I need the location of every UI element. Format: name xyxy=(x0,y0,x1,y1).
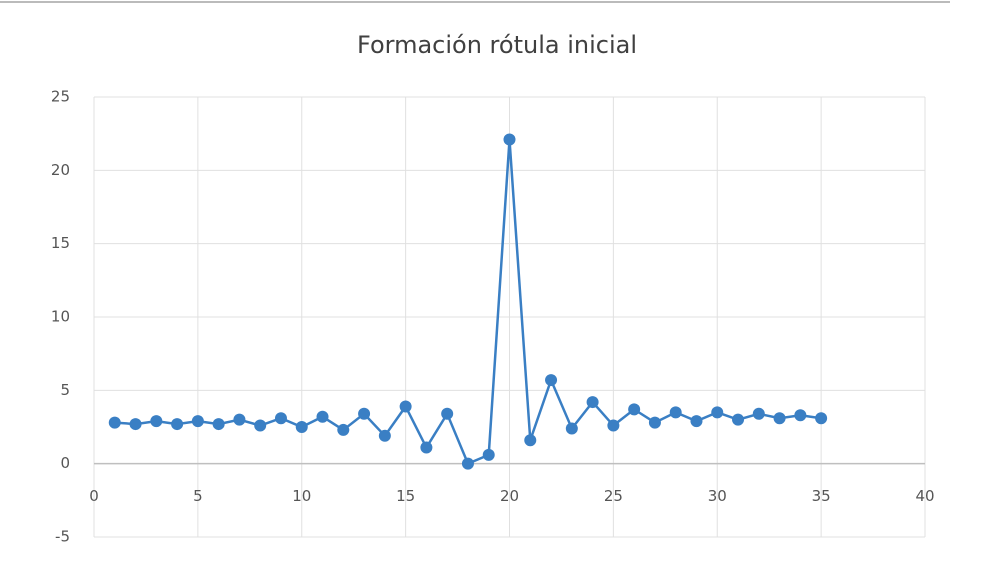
x-tick-label: 0 xyxy=(89,487,99,505)
data-point xyxy=(524,434,537,447)
data-point xyxy=(316,410,329,423)
data-point xyxy=(378,429,391,442)
y-tick-label: 5 xyxy=(60,381,70,399)
data-point xyxy=(752,407,765,420)
x-tick-label: 10 xyxy=(292,487,311,505)
y-tick-label: -5 xyxy=(55,528,70,546)
x-tick-label: 35 xyxy=(812,487,831,505)
data-point xyxy=(503,133,516,146)
chart-title: Formación rótula inicial xyxy=(357,31,637,59)
data-point xyxy=(191,415,204,428)
y-tick-label: 10 xyxy=(51,308,70,326)
data-point xyxy=(150,415,163,428)
y-tick-label: 20 xyxy=(51,161,70,179)
x-tick-label: 30 xyxy=(708,487,727,505)
data-point xyxy=(233,413,246,426)
data-point xyxy=(420,441,433,454)
data-point xyxy=(171,418,184,431)
y-tick-label: 25 xyxy=(51,88,70,106)
x-tick-label: 15 xyxy=(396,487,415,505)
data-point xyxy=(399,400,412,413)
data-point xyxy=(648,416,661,429)
data-point xyxy=(337,423,350,436)
data-point xyxy=(815,412,828,425)
data-point xyxy=(794,409,807,422)
data-point xyxy=(607,419,620,432)
x-tick-label: 25 xyxy=(604,487,623,505)
data-point xyxy=(295,421,308,433)
data-point xyxy=(274,412,287,425)
data-point xyxy=(461,457,474,470)
x-tick-label: 20 xyxy=(500,487,519,505)
data-point xyxy=(565,422,578,435)
data-point xyxy=(108,416,121,429)
y-tick-label: 0 xyxy=(60,454,70,472)
data-point xyxy=(586,396,599,409)
data-point xyxy=(358,407,371,420)
data-point xyxy=(129,418,142,431)
data-point xyxy=(690,415,703,428)
data-point xyxy=(711,406,724,419)
data-point xyxy=(732,413,745,426)
data-point xyxy=(545,374,558,387)
data-point xyxy=(669,406,682,419)
data-point xyxy=(773,412,786,425)
data-point xyxy=(212,418,225,431)
y-tick-label: 15 xyxy=(51,234,70,252)
data-point xyxy=(628,403,641,416)
x-tick-label: 40 xyxy=(915,487,934,505)
x-tick-label: 5 xyxy=(193,487,203,505)
data-point xyxy=(441,407,454,420)
data-point xyxy=(482,448,495,461)
data-point xyxy=(254,419,267,432)
